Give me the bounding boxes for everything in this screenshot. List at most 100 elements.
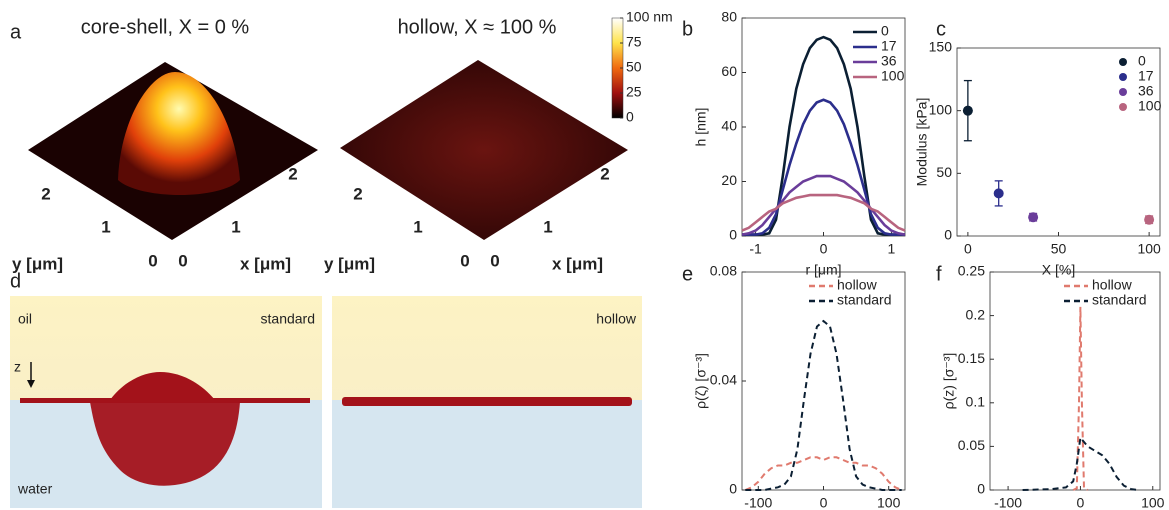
x-axis-label: r [μm] xyxy=(805,262,841,278)
series-line xyxy=(745,319,902,491)
y-tick-label: 80 xyxy=(721,9,737,25)
x-tick-label: 50 xyxy=(1051,241,1067,257)
x-tick-label: 1 xyxy=(543,217,552,236)
x-tick-label: 100 xyxy=(1141,495,1165,510)
y-tick-label: 0 xyxy=(148,251,157,270)
colorbar-tick-label: 100 nm xyxy=(626,9,673,25)
y-tick-label: 0.05 xyxy=(958,437,985,453)
x-axis-label: X [%] xyxy=(1042,262,1075,278)
y-axis-label: y [μm] xyxy=(324,254,375,273)
legend-label: 100 xyxy=(1138,98,1162,114)
y-tick-label: 100 xyxy=(929,101,953,117)
y-axis-label: Modulus [kPa] xyxy=(914,98,930,187)
y-tick-label: 0.15 xyxy=(958,350,985,366)
x-tick-label: 1 xyxy=(888,241,896,257)
y-tick-label: 0.1 xyxy=(966,394,986,410)
legend-label: 36 xyxy=(881,53,897,69)
legend-label: 17 xyxy=(1138,68,1154,84)
x-tick-label: 0 xyxy=(490,251,499,270)
surface-flat xyxy=(340,60,628,240)
legend-label: 0 xyxy=(1138,53,1146,69)
y-tick-label: 0 xyxy=(944,227,952,243)
polymer-layer xyxy=(342,397,632,406)
axis-label: z xyxy=(14,359,21,375)
data-point xyxy=(1144,214,1155,225)
y-axis-label: y [μm] xyxy=(12,254,63,273)
y-axis-label: ρ(z) [σ⁻³] xyxy=(941,353,957,410)
series-line xyxy=(1072,306,1089,491)
legend-marker xyxy=(1119,58,1127,66)
phase-label: water xyxy=(17,481,53,497)
series-line xyxy=(741,193,906,232)
legend-label: 36 xyxy=(1138,83,1154,99)
legend-label: hollow xyxy=(837,277,878,293)
data-point xyxy=(962,105,973,116)
x-axis-label: x [μm] xyxy=(240,254,291,273)
panel-label: c xyxy=(936,18,946,40)
series-line xyxy=(742,98,905,236)
colorbar-tick-label: 75 xyxy=(626,34,642,50)
surface-bump xyxy=(118,72,240,195)
x-tick-label: -1 xyxy=(749,241,762,257)
y-axis-label: h [nm] xyxy=(693,108,709,147)
box-title: hollow xyxy=(596,311,637,327)
y-tick-label: 0.2 xyxy=(966,306,986,322)
x-tick-label: -100 xyxy=(744,495,772,510)
series-line xyxy=(742,35,905,236)
x-axis-label: x [μm] xyxy=(552,254,603,273)
phase-label: oil xyxy=(18,311,32,327)
colorbar-tick-label: 50 xyxy=(626,59,642,75)
x-tick-label: 0 xyxy=(820,241,828,257)
x-tick-label: -100 xyxy=(994,495,1022,510)
colorbar-tick-label: 0 xyxy=(626,109,634,125)
x-tick-label: 100 xyxy=(1137,241,1161,257)
x-tick-label: 0 xyxy=(820,495,828,510)
series-line xyxy=(744,456,903,491)
x-tick-label: 0 xyxy=(1077,495,1085,510)
z-arrow-head xyxy=(27,380,35,388)
y-tick-label: 0.04 xyxy=(710,372,737,388)
plot-title: hollow, X ≈ 100 % xyxy=(398,16,557,38)
y-tick-label: 0.08 xyxy=(710,263,737,279)
colorbar-tick-label: 25 xyxy=(626,84,642,100)
microgel-top xyxy=(110,372,215,400)
y-tick-label: 2 xyxy=(41,184,50,203)
legend-marker xyxy=(1119,73,1127,81)
panel-label: f xyxy=(936,263,942,285)
oil-phase xyxy=(332,296,642,400)
legend-label: 100 xyxy=(881,68,905,84)
series-line xyxy=(1022,435,1139,491)
x-tick-label: 1 xyxy=(231,217,240,236)
y-tick-label: 0 xyxy=(729,227,737,243)
legend-label: 0 xyxy=(881,23,889,39)
legend-marker xyxy=(1119,88,1127,96)
y-axis-label: ρ(ζ) [σ⁻³] xyxy=(693,353,709,409)
series-line xyxy=(741,174,906,236)
panel-label: d xyxy=(10,270,21,292)
y-tick-label: 1 xyxy=(413,217,422,236)
x-tick-label: 2 xyxy=(288,164,297,183)
y-tick-label: 1 xyxy=(101,217,110,236)
axes-box xyxy=(956,47,1161,237)
data-point xyxy=(993,188,1004,199)
water-phase xyxy=(332,400,642,508)
plot-title: core-shell, X = 0 % xyxy=(81,16,250,38)
legend-label: 17 xyxy=(881,38,897,54)
legend-label: standard xyxy=(1092,292,1146,308)
legend-label: standard xyxy=(837,292,891,308)
y-tick-label: 0 xyxy=(977,481,985,497)
legend-marker xyxy=(1119,103,1127,111)
data-point xyxy=(1028,212,1039,223)
y-tick-label: 60 xyxy=(721,63,737,79)
panel-label: a xyxy=(10,21,22,43)
y-tick-label: 0 xyxy=(460,251,469,270)
y-tick-label: 2 xyxy=(353,184,362,203)
y-tick-label: 50 xyxy=(936,164,952,180)
x-tick-label: 0 xyxy=(178,251,187,270)
box-title: standard xyxy=(261,311,315,327)
x-tick-label: 0 xyxy=(964,241,972,257)
x-tick-label: 2 xyxy=(600,164,609,183)
x-tick-label: 100 xyxy=(877,495,901,510)
